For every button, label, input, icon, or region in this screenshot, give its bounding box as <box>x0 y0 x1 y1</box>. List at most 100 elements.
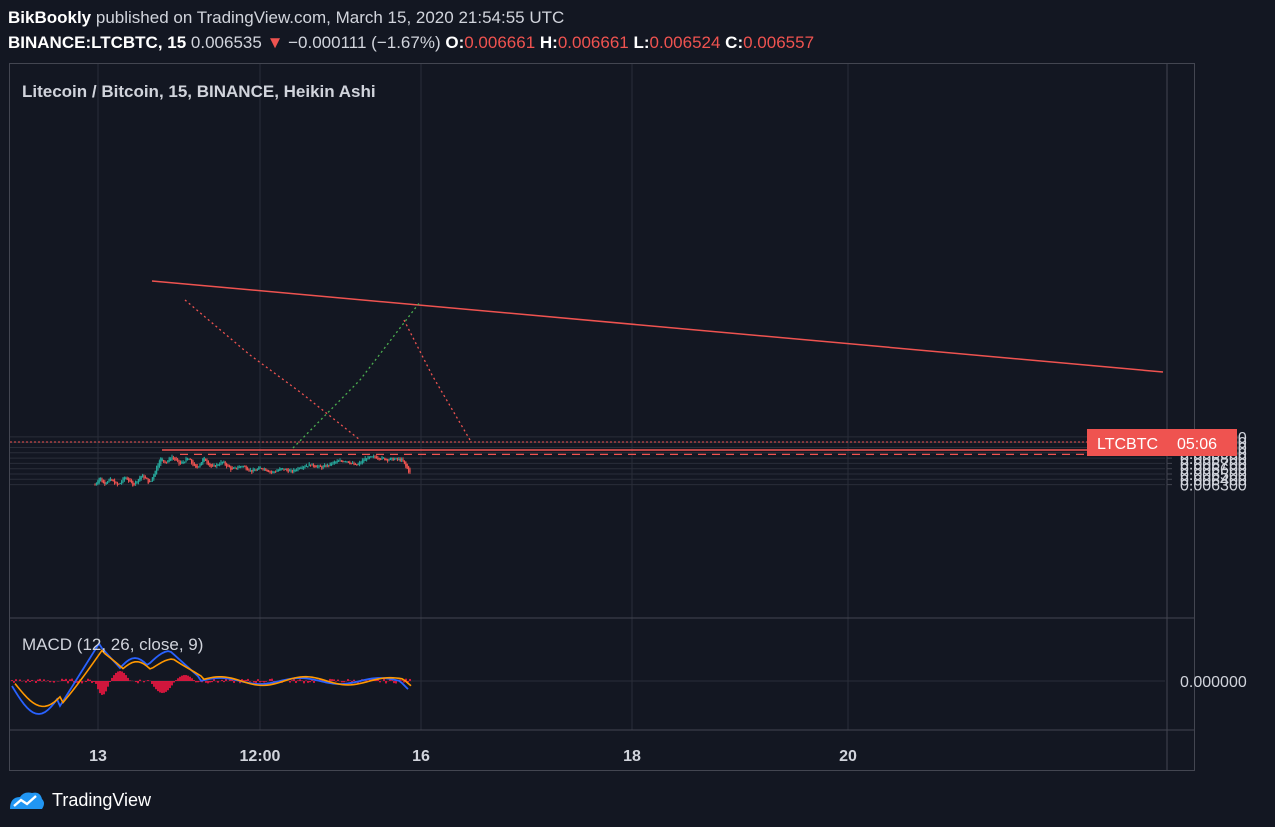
time-tick-label: 16 <box>412 748 430 765</box>
candle-body <box>287 469 289 473</box>
candle-body <box>133 483 135 485</box>
candle-body <box>354 463 356 465</box>
candle-body <box>119 482 121 484</box>
candle-body <box>164 460 166 463</box>
candle-body <box>275 471 277 473</box>
candle-body <box>158 461 160 467</box>
open-value: 0.006661 <box>464 33 536 52</box>
time-tick-label: 12:00 <box>240 748 281 765</box>
candle-body <box>224 462 226 465</box>
candle-body <box>324 465 326 467</box>
candle-body <box>402 459 404 462</box>
candle-body <box>273 471 275 473</box>
candle-body <box>198 466 200 468</box>
candle-body <box>259 467 261 469</box>
symbol-label[interactable]: BINANCE:LTCBTC, 15 <box>8 33 187 52</box>
candle-body <box>304 466 306 468</box>
candle-body <box>156 465 158 474</box>
candle-body <box>373 456 375 458</box>
candle-body <box>184 462 186 464</box>
candle-body <box>279 468 281 471</box>
candle-body <box>388 459 390 461</box>
candle-body <box>128 478 130 481</box>
candle-body <box>377 457 379 459</box>
candle-body <box>174 457 176 460</box>
tradingview-brand[interactable]: TradingView <box>8 787 151 813</box>
candle-body <box>142 474 144 478</box>
candle-body <box>314 465 316 467</box>
candle-body <box>139 477 141 481</box>
last-price: 0.006535 <box>190 33 262 52</box>
candle-body <box>401 458 403 461</box>
candle-body <box>262 468 264 470</box>
candle-body <box>210 464 212 467</box>
candle-body <box>97 481 99 484</box>
candle-body <box>193 463 195 466</box>
candle-body <box>135 481 137 484</box>
candle-body <box>94 484 96 486</box>
candle-body <box>317 466 319 468</box>
candle-body <box>312 464 314 467</box>
candle-body <box>342 460 344 462</box>
green-dotted-trend <box>292 301 421 449</box>
candle-body <box>227 465 229 467</box>
candle-body <box>277 470 279 472</box>
candle-body <box>175 458 177 460</box>
candle-body <box>319 465 321 467</box>
candle-body <box>357 463 359 465</box>
publish-info: published on TradingView.com, March 15, … <box>91 8 565 27</box>
candle-body <box>116 482 118 485</box>
candle-body <box>345 461 347 463</box>
price-tag-time: 05:06 <box>1177 436 1217 453</box>
candle-body <box>380 458 382 460</box>
candle-body <box>118 483 120 485</box>
candle-body <box>241 466 243 468</box>
candle-body <box>284 469 286 471</box>
candle-body <box>303 466 305 468</box>
candle-body <box>132 481 134 486</box>
candle-body <box>123 477 125 481</box>
candle-body <box>385 458 387 460</box>
candle-body <box>154 470 156 477</box>
candle-body <box>252 469 254 472</box>
candle-body <box>297 467 299 471</box>
candle-body <box>202 458 204 464</box>
candle-body <box>258 467 260 470</box>
candle-body <box>272 471 274 473</box>
candle-body <box>301 467 303 469</box>
candle-body <box>102 480 104 484</box>
candle-body <box>233 467 235 469</box>
candle-body <box>203 457 205 462</box>
candle-body <box>181 462 183 464</box>
ohlc-line: BINANCE:LTCBTC, 15 0.006535 ▼ −0.000111 … <box>8 33 814 53</box>
candle-body <box>104 481 106 484</box>
time-tick-label: 20 <box>839 748 857 765</box>
macd-label: MACD (12, 26, close, 9) <box>22 635 203 654</box>
candle-body <box>381 457 383 459</box>
candle-body <box>122 477 124 483</box>
candle-body <box>196 465 198 468</box>
candle-body <box>406 464 408 469</box>
candle-body <box>165 461 167 463</box>
candle-body <box>363 460 365 462</box>
candle-body <box>172 457 174 459</box>
candle-body <box>308 463 310 467</box>
candle-body <box>360 462 362 464</box>
candle-body <box>178 459 180 464</box>
trend-drawings <box>10 280 1165 456</box>
candle-body <box>238 466 240 469</box>
candle-body <box>318 465 320 467</box>
candle-body <box>207 461 209 465</box>
candle-body <box>234 467 236 469</box>
author-name[interactable]: BikBookly <box>8 8 92 27</box>
low-value: 0.006524 <box>649 33 721 52</box>
candle-body <box>195 464 197 468</box>
candle-body <box>213 465 215 467</box>
candle-body <box>192 461 194 466</box>
candle-body <box>100 477 102 481</box>
candle-body <box>368 456 370 458</box>
candle-body <box>408 466 410 473</box>
candle-body <box>170 459 172 461</box>
candle-body <box>98 478 100 483</box>
